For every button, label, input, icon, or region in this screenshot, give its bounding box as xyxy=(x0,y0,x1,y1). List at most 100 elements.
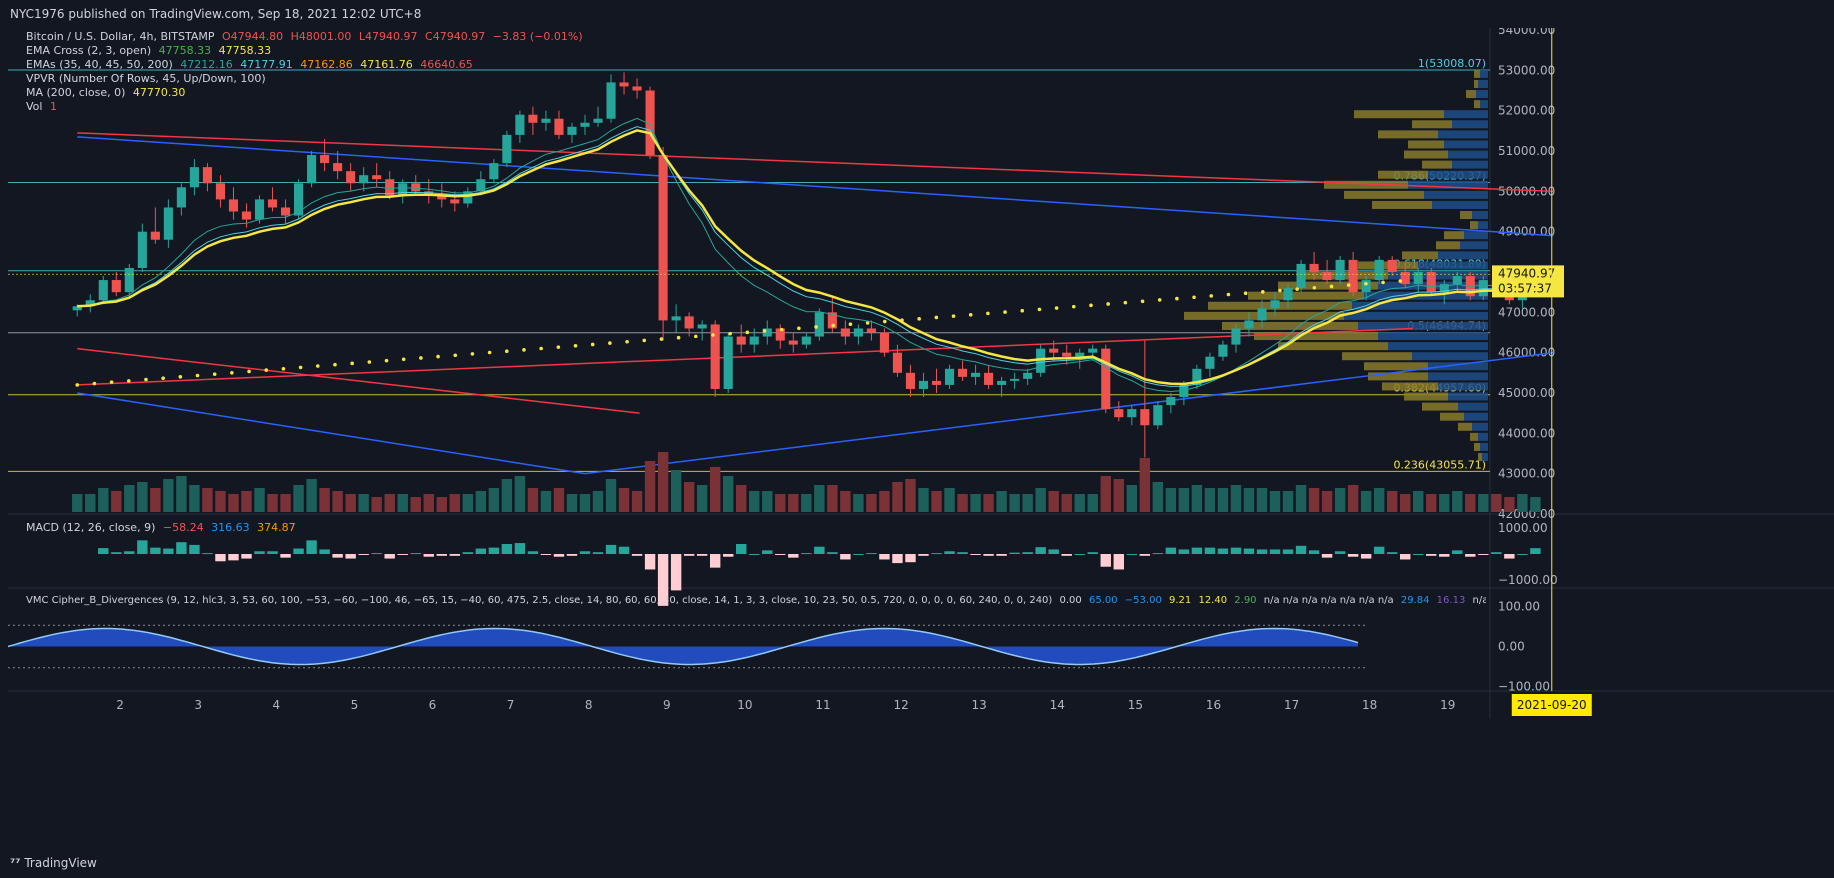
volume-bar xyxy=(267,494,278,512)
vpvr-bar-up xyxy=(1452,120,1488,129)
ma200-dot xyxy=(848,322,853,327)
ma200-dot xyxy=(762,329,767,333)
vmc-axis-label: 0.00 xyxy=(1498,640,1525,654)
vpvr-bar-up xyxy=(1458,402,1488,411)
symbol-title: Bitcoin / U.S. Dollar, 4h, BITSTAMP xyxy=(26,30,215,43)
macd-histogram-bar xyxy=(1426,554,1437,556)
vpvr-bar-up xyxy=(1428,362,1488,371)
ohlc-low: L47940.97 xyxy=(358,30,418,43)
volume-bar xyxy=(931,491,942,512)
vpvr-bar-up xyxy=(1464,412,1488,421)
macd-histogram-bar xyxy=(1321,554,1333,558)
candle-body xyxy=(1426,272,1436,293)
legend-macd[interactable]: MACD (12, 26, close, 9) −58.24 316.63 37… xyxy=(26,521,296,534)
macd-histogram-bar xyxy=(1178,549,1190,554)
macd-histogram-bar xyxy=(293,548,304,554)
candle-body xyxy=(645,90,655,156)
volume-bar xyxy=(176,476,187,512)
candle-body xyxy=(228,199,239,212)
candle-body xyxy=(710,324,720,389)
vpvr-bar-up xyxy=(1478,79,1488,88)
time-axis-label: 4 xyxy=(272,698,280,712)
tradingview-logo[interactable]: ⁷⁷ TradingView xyxy=(10,856,97,870)
volume-bar xyxy=(1048,491,1059,512)
volume-bar xyxy=(1321,491,1333,512)
macd-histogram-bar xyxy=(709,554,721,568)
legend-ema-cross[interactable]: EMA Cross (2, 3, open) 47758.33 47758.33 xyxy=(26,44,271,57)
ma200-dot xyxy=(230,370,234,375)
macd-histogram-bar xyxy=(475,548,487,554)
ma200-dot xyxy=(917,317,921,321)
legend-ma[interactable]: MA (200, close, 0) 47770.30 xyxy=(26,86,185,99)
candle-body xyxy=(176,187,186,208)
volume-bar xyxy=(98,488,109,512)
volume-bar xyxy=(1152,482,1164,512)
candle-body xyxy=(619,82,629,87)
vpvr-bar-up xyxy=(1358,321,1488,330)
vol-v1: 1 xyxy=(49,100,57,113)
macd-histogram-bar xyxy=(319,549,330,554)
ma200-dot xyxy=(264,368,269,372)
volume-bar xyxy=(514,476,526,512)
vol-label: Vol xyxy=(26,100,43,113)
volume-bar xyxy=(801,494,812,512)
ma200-dot xyxy=(1312,285,1317,290)
volume-bar xyxy=(1022,494,1033,512)
volume-bar xyxy=(1204,488,1216,512)
vpvr-bar-up xyxy=(1412,352,1488,361)
ma200-dot xyxy=(1037,307,1042,312)
vpvr-bar-down xyxy=(1470,221,1478,230)
candle-body xyxy=(671,316,681,321)
candle-body xyxy=(554,118,564,135)
candle-body xyxy=(424,191,434,196)
macd-histogram-bar xyxy=(931,553,942,555)
macd-histogram-bar xyxy=(1009,552,1020,554)
macd-histogram-bar xyxy=(736,543,747,554)
volume-bar xyxy=(137,482,148,512)
legend-emas[interactable]: EMAs (35, 40, 45, 50, 200) 47212.16 4717… xyxy=(26,58,473,71)
macd-histogram-bar xyxy=(1360,554,1372,559)
emas-v3: 47162.86 xyxy=(300,58,353,71)
ema-cross-label: EMA Cross (2, 3, open) xyxy=(26,44,152,57)
emas-v2: 47177.91 xyxy=(240,58,293,71)
vpvr-bar-down xyxy=(1342,352,1412,361)
legend-vol[interactable]: Vol 1 xyxy=(26,100,57,113)
time-axis-label: 2 xyxy=(116,698,124,712)
ma200-dot xyxy=(968,312,973,317)
legend-vmc[interactable]: VMC Cipher_B_Divergences (9, 12, hlc3, 3… xyxy=(26,595,1486,606)
macd-histogram-bar xyxy=(176,542,187,554)
chart-canvas[interactable]: 54000.0053000.0052000.0051000.0050000.00… xyxy=(7,23,1834,848)
candle-body xyxy=(879,332,889,353)
candle-body xyxy=(593,118,603,123)
volume-bar xyxy=(566,494,578,512)
candle-body xyxy=(1309,263,1319,272)
candle-body xyxy=(749,336,759,345)
candle-body xyxy=(866,328,876,333)
vpvr-bar-up xyxy=(1480,442,1488,451)
vpvr-bar-up xyxy=(1418,261,1488,270)
candle-body xyxy=(137,231,147,268)
chart-frame[interactable]: 54000.00 53000.00 52000.00 51000.00 50000.00… xyxy=(7,23,1834,848)
volume-bar xyxy=(397,494,408,512)
candle-body xyxy=(1036,348,1046,373)
time-cursor-label: 2021-09-20 xyxy=(1517,698,1587,712)
candle-body xyxy=(463,191,473,204)
candle-body xyxy=(997,380,1007,385)
volume-bar xyxy=(1530,497,1541,512)
candle-body xyxy=(1153,405,1163,426)
macd-v1: −58.24 xyxy=(162,521,204,534)
vpvr-bar-up xyxy=(1444,140,1488,149)
macd-histogram-bar xyxy=(1022,552,1033,554)
ma200-dot xyxy=(126,379,131,383)
macd-label: MACD (12, 26, close, 9) xyxy=(26,521,156,534)
time-axis-label: 10 xyxy=(737,698,752,712)
ma200-dot xyxy=(75,383,80,387)
volume-bar xyxy=(1035,488,1046,512)
candle-body xyxy=(723,336,733,389)
candle-body xyxy=(1166,397,1176,406)
macd-histogram-bar xyxy=(592,552,604,554)
macd-histogram-bar xyxy=(436,554,447,556)
legend-vpvr[interactable]: VPVR (Number Of Rows, 45, Up/Down, 100) xyxy=(26,72,266,85)
candle-body xyxy=(72,306,82,311)
vpvr-bar-down xyxy=(1402,251,1438,260)
